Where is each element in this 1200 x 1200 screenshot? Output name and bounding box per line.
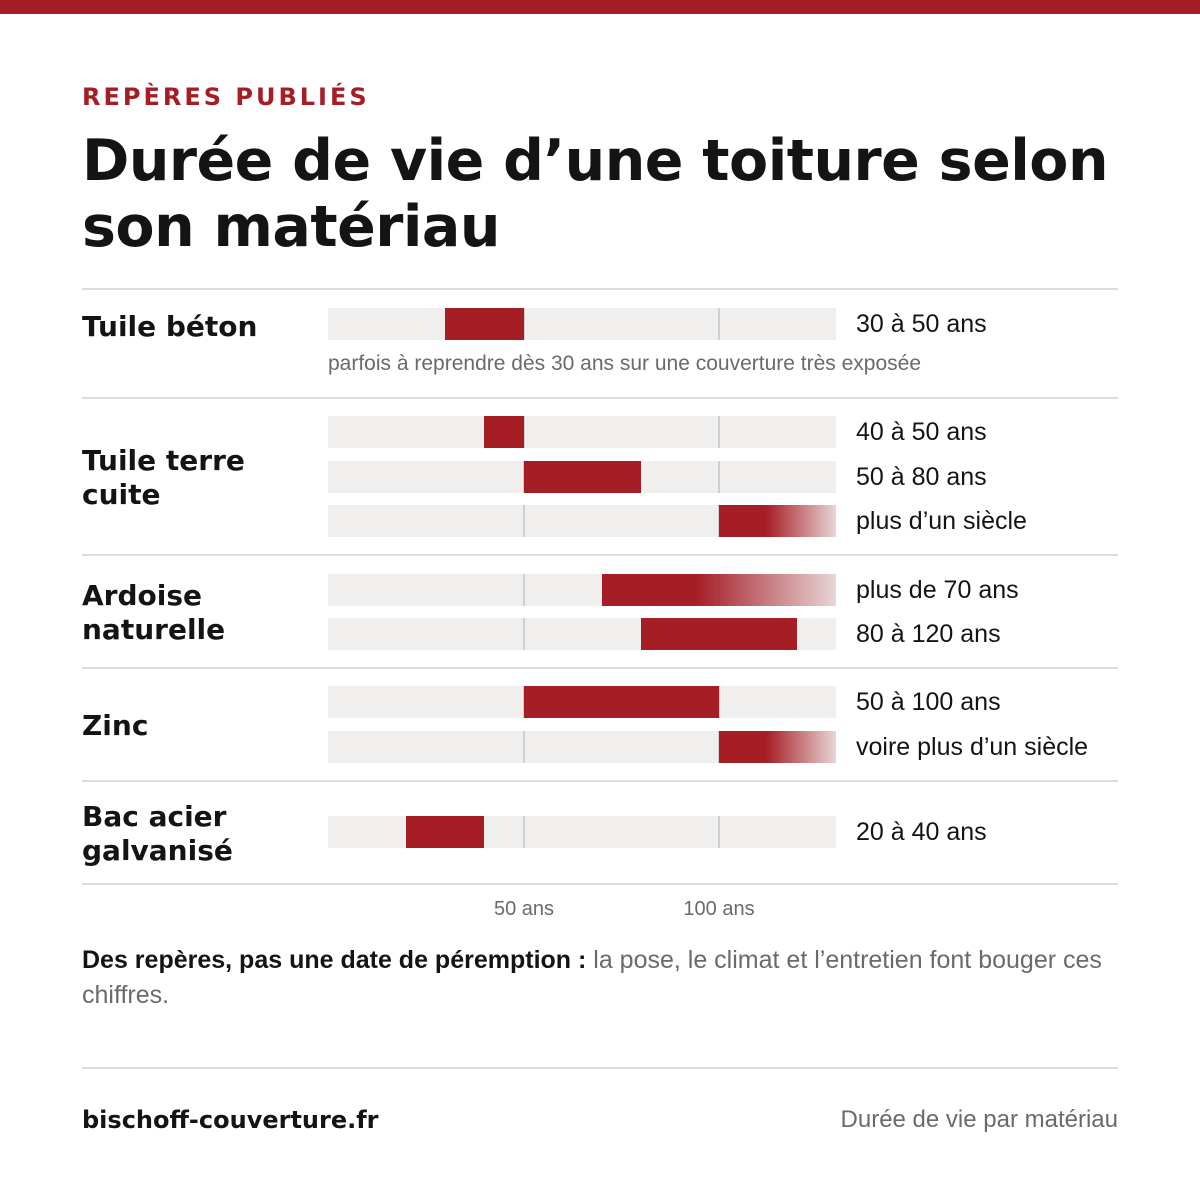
grid-line xyxy=(523,618,525,650)
range-track xyxy=(328,308,836,340)
x-tick-label: 100 ans xyxy=(683,898,755,920)
range-label: 80 à 120 ans xyxy=(856,620,1001,648)
group-divider xyxy=(82,780,1118,782)
range-label: voire plus d’un siècle xyxy=(856,733,1089,761)
range-label: 50 à 80 ans xyxy=(856,463,987,491)
material-label: Zinc xyxy=(82,709,149,742)
eyebrow-label: REPÈRES PUBLIÉS xyxy=(82,83,370,111)
grid-line xyxy=(523,416,525,448)
range-bar xyxy=(406,816,484,848)
range-label: 40 à 50 ans xyxy=(856,418,987,446)
range-track xyxy=(328,505,836,537)
range-bar xyxy=(719,505,836,537)
material-note: parfois à reprendre dès 30 ans sur une c… xyxy=(328,352,922,375)
range-label: 50 à 100 ans xyxy=(856,688,1001,716)
group-divider xyxy=(82,667,1118,669)
range-label: 20 à 40 ans xyxy=(856,818,987,846)
range-track xyxy=(328,618,836,650)
material-label: Ardoise naturelle xyxy=(82,579,226,646)
range-label: 30 à 50 ans xyxy=(856,310,987,338)
range-track xyxy=(328,731,836,763)
range-bar xyxy=(484,416,524,448)
range-bar xyxy=(602,574,836,606)
group-divider xyxy=(82,554,1118,556)
footnote-bold: Des repères, pas une date de péremption … xyxy=(82,946,587,974)
footer-divider xyxy=(82,1067,1118,1069)
material-label: Tuile béton xyxy=(82,310,258,343)
grid-line xyxy=(523,308,525,340)
group-divider xyxy=(82,288,1118,290)
grid-line xyxy=(718,308,720,340)
range-bar xyxy=(641,618,797,650)
page-title: Durée de vie d’une toiture selon son mat… xyxy=(82,128,1109,260)
grid-line xyxy=(718,816,720,848)
range-track xyxy=(328,686,836,718)
x-tick-label: 50 ans xyxy=(493,898,555,920)
range-track xyxy=(328,461,836,493)
footnote: Des repères, pas une date de péremption … xyxy=(82,943,1118,1013)
grid-line xyxy=(523,816,525,848)
grid-line xyxy=(718,686,720,718)
material-label: Tuile terre cuite xyxy=(82,444,245,511)
footer-caption: Durée de vie par matériau xyxy=(840,1106,1118,1133)
range-bar xyxy=(445,308,524,340)
grid-line xyxy=(718,461,720,493)
material-label: Bac acier galvanisé xyxy=(82,800,233,867)
range-label: plus de 70 ans xyxy=(856,576,1019,604)
range-track xyxy=(328,416,836,448)
chart-bottom-divider xyxy=(82,883,1118,885)
range-label: plus d’un siècle xyxy=(856,507,1027,535)
range-bar xyxy=(524,686,719,718)
range-bar xyxy=(719,731,836,763)
grid-line xyxy=(523,505,525,537)
group-divider xyxy=(82,397,1118,399)
range-bar xyxy=(524,461,641,493)
grid-line xyxy=(718,416,720,448)
grid-line xyxy=(523,731,525,763)
range-track xyxy=(328,574,836,606)
grid-line xyxy=(523,574,525,606)
range-track xyxy=(328,816,836,848)
top-accent-bar xyxy=(0,0,1200,14)
site-url: bischoff-couverture.fr xyxy=(82,1106,379,1134)
footnote-text: la pose, le climat et l’entretien font b… xyxy=(82,946,1102,1009)
